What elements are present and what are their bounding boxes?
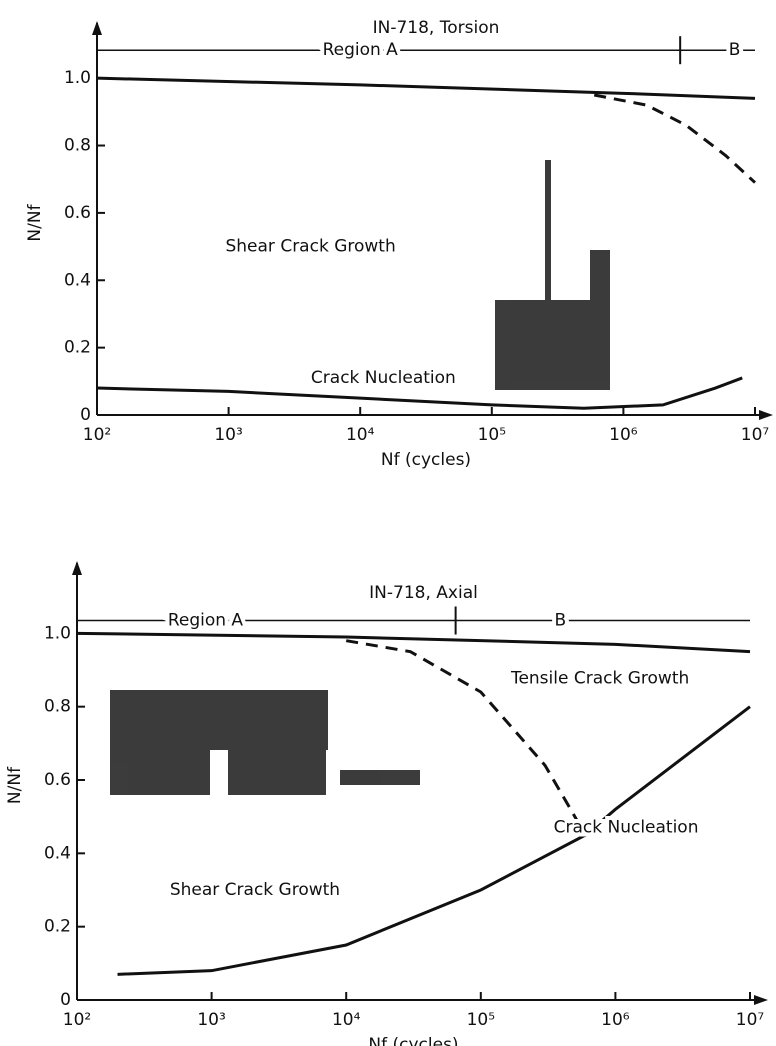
x-tick-label: 10³ (214, 425, 242, 445)
x-tick-label: 10⁵ (478, 425, 506, 445)
x-tick-label: 10⁶ (609, 425, 638, 445)
x-tick-label: 10⁷ (741, 425, 770, 445)
y-tick-label: 0.2 (64, 338, 91, 358)
annotation: Crack Nucleation (311, 368, 456, 388)
line (593, 93, 757, 184)
x-tick-label: 10³ (197, 1010, 225, 1030)
y-tick-label: 0.6 (44, 770, 71, 790)
axis-arrow (92, 21, 102, 35)
line (345, 639, 587, 836)
y-tick-label: 1.0 (64, 68, 91, 88)
x-axis-label: Nf (cycles) (368, 1035, 458, 1046)
x-tick-label: 10⁷ (736, 1010, 765, 1030)
fractograph (110, 160, 610, 795)
y-axis-label: N/Nf (5, 766, 25, 804)
y-tick-label: 0.8 (44, 697, 71, 717)
annotation: Tensile Crack Growth (510, 668, 689, 688)
x-tick-label: 10⁶ (601, 1010, 630, 1030)
axis-arrow (754, 995, 768, 1005)
annotation: Shear Crack Growth (225, 237, 395, 257)
y-tick-label: 0.4 (44, 843, 71, 863)
line (117, 705, 751, 976)
annotation: Shear Crack Growth (170, 880, 340, 900)
y-tick-label: 0.8 (64, 136, 91, 156)
x-axis-label: Nf (cycles) (381, 450, 471, 470)
y-tick-label: 1.0 (44, 623, 71, 643)
y-tick-label: 0 (80, 405, 91, 425)
x-tick-label: 10² (63, 1010, 91, 1030)
line (76, 631, 751, 654)
annotation: B (729, 40, 741, 60)
line (96, 76, 756, 100)
annotation: Crack Nucleation (554, 818, 699, 838)
y-tick-label: 0.6 (64, 203, 91, 223)
annotation: Region A (168, 611, 244, 631)
x-tick-label: 10⁵ (467, 1010, 495, 1030)
x-tick-label: 10⁴ (346, 425, 375, 445)
y-tick-label: 0 (60, 990, 71, 1010)
x-tick-label: 10² (83, 425, 111, 445)
annotation: Region A (323, 40, 399, 60)
annotation: B (555, 611, 567, 631)
y-axis-label: N/Nf (25, 203, 45, 241)
line (96, 376, 743, 410)
y-tick-label: 0.4 (64, 270, 91, 290)
x-tick-label: 10⁴ (332, 1010, 361, 1030)
axis-arrow (72, 561, 82, 575)
axis-arrow (759, 410, 773, 420)
chart-title: IN-718, Torsion (373, 18, 500, 38)
chart-title: IN-718, Axial (369, 583, 478, 603)
y-tick-label: 0.2 (44, 917, 71, 937)
